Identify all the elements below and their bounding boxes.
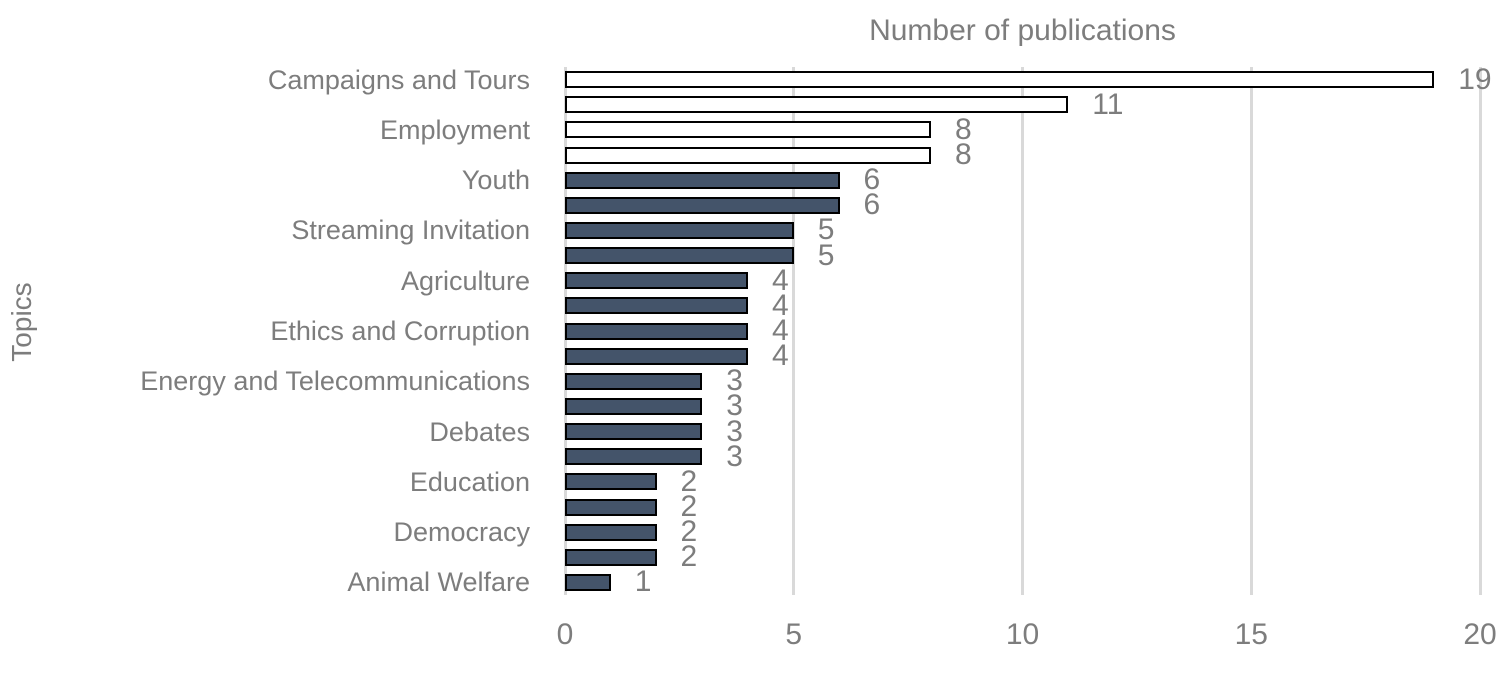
bar [565, 548, 657, 566]
value-label: 3 [726, 364, 743, 398]
category-label: Ethics and Corruption [270, 316, 530, 346]
category-label: Agriculture [400, 265, 530, 296]
value-label: 3 [726, 439, 743, 473]
value-label: 11 [1092, 87, 1124, 121]
bar [565, 523, 657, 541]
value-label: 1 [634, 565, 652, 599]
x-tick-label: 10 [1005, 618, 1040, 651]
bar [565, 297, 748, 315]
x-axis: 0 5 10 15 20 [0, 618, 1506, 658]
bar [565, 272, 748, 290]
x-tick-label: 0 [556, 618, 574, 651]
bar [565, 322, 748, 340]
x-tick-label: 15 [1234, 618, 1268, 651]
bar [565, 423, 703, 441]
gridline [1478, 67, 1482, 595]
x-tick-label: 20 [1463, 618, 1497, 651]
value-label: 3 [726, 389, 743, 423]
value-label: 5 [817, 238, 835, 272]
value-label: 4 [772, 263, 789, 297]
category-label: Education [409, 466, 530, 497]
value-label: 4 [772, 314, 789, 347]
value-label: 2 [680, 490, 698, 523]
category-label: Streaming Invitation [291, 215, 530, 246]
category-label: Employment [379, 114, 530, 145]
bar [565, 146, 931, 164]
category-label: Campaigns and Tours [267, 64, 530, 95]
value-label: 19 [1458, 62, 1492, 96]
bar [565, 372, 703, 390]
bar [565, 397, 703, 415]
bar [565, 196, 840, 214]
bar [565, 573, 611, 591]
bar [565, 121, 931, 139]
bar [565, 498, 657, 516]
value-label: 4 [772, 339, 789, 373]
bar [565, 171, 840, 189]
value-label: 2 [680, 540, 698, 574]
value-label: 6 [863, 188, 881, 222]
category-label: Democracy [393, 517, 530, 548]
gridline [1021, 67, 1024, 595]
bar [565, 347, 748, 365]
gridline [1249, 67, 1253, 595]
category-axis: Campaigns and Tours Employment Youth Stream… [0, 64, 530, 598]
value-label: 3 [726, 414, 743, 448]
value-label: 4 [772, 288, 789, 322]
bar [565, 96, 1069, 114]
chart-title: Number of publications [869, 14, 1176, 47]
category-label: Youth [461, 165, 530, 196]
category-label: Animal Welfare [347, 567, 530, 598]
bar [565, 247, 794, 265]
category-label: Debates [429, 416, 530, 447]
category-label: Energy and Telecommunications [140, 366, 530, 397]
value-label: 5 [817, 213, 835, 247]
bar [565, 221, 794, 239]
value-label: 8 [955, 112, 972, 146]
bar [565, 448, 703, 466]
value-label: 6 [863, 163, 881, 197]
value-label: 8 [955, 138, 972, 171]
plot-area: 19 11 8 8 6 6 5 5 4 4 4 4 3 3 3 3 2 2 2 2 1 [563, 64, 1492, 599]
gridline [792, 67, 796, 595]
bar [565, 71, 1435, 89]
value-label: 2 [680, 464, 698, 498]
bar [565, 473, 657, 491]
value-label: 2 [680, 515, 698, 549]
x-tick-label: 5 [785, 618, 803, 651]
